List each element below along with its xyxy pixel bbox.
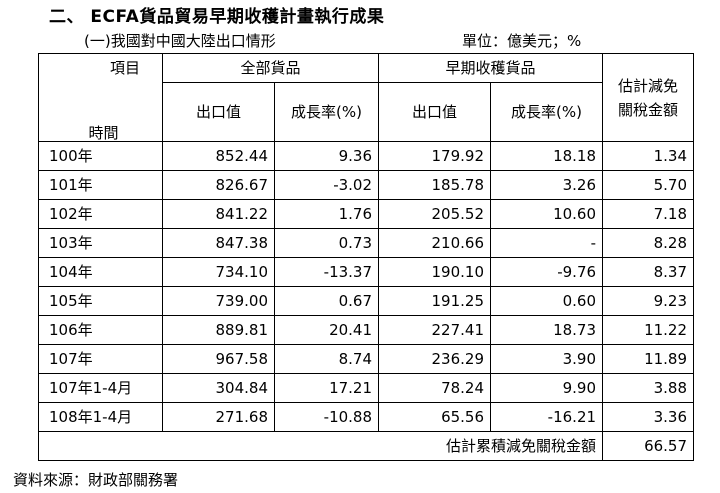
cell-year: 100年 — [38, 141, 163, 171]
cell-all-growth: 0.67 — [273, 286, 380, 316]
cell-all-export: 826.67 — [162, 170, 275, 200]
header-time: 時間 — [38, 82, 163, 142]
cell-all-export: 271.68 — [162, 402, 275, 432]
cell-early-growth: 10.60 — [490, 199, 604, 229]
cell-all-export: 889.81 — [162, 315, 275, 345]
header-row-columns: 時間 出口值 成長率(%) 出口值 成長率(%) — [38, 82, 694, 142]
cell-tax: 11.22 — [602, 315, 695, 345]
cell-tax: 3.88 — [602, 373, 695, 403]
cell-year: 108年1-4月 — [38, 402, 163, 432]
header-tax: 估計減免 關稅金額 — [602, 53, 695, 142]
cell-tax: 8.28 — [602, 228, 695, 258]
export-table: 項目 全部貨品 早期收穫貨品 估計減免 關稅金額 時間 出口值 成長率(%) 出… — [37, 53, 695, 461]
table-row: 103年 847.38 0.73 210.66-8.28 — [38, 228, 695, 258]
cell-tax: 3.36 — [602, 402, 695, 432]
cell-early-growth: 3.26 — [490, 170, 604, 200]
cell-early-export: 78.24 — [378, 373, 492, 403]
cell-early-export: 65.56 — [378, 402, 492, 432]
cell-tax: 9.23 — [602, 286, 695, 316]
total-row: 估計累積減免關稅金額 66.57 — [37, 431, 695, 461]
cell-year: 103年 — [38, 228, 163, 258]
cell-all-growth: -10.88 — [273, 402, 380, 432]
header-group-all: 全部貨品 — [161, 53, 380, 83]
table-row: 102年 841.22 1.76 205.52 10.60 7.18 — [38, 199, 695, 229]
cell-early-growth: -16.21 — [490, 402, 604, 432]
table-row: 101年 826.67 -3.02 185.78 3.26 5.70 — [38, 170, 695, 200]
cell-all-growth: 20.41 — [273, 315, 380, 345]
cell-early-growth: 3.90 — [490, 344, 604, 374]
cell-tax: 1.34 — [602, 141, 695, 171]
table-row: 100年 852.44 9.36 179.92 18.18 1.34 — [38, 141, 695, 171]
cell-year: 107年1-4月 — [38, 373, 163, 403]
cell-all-growth: 8.74 — [273, 344, 380, 374]
table-row: 107年 967.58 8.74 236.29 3.90 11.89 — [38, 344, 695, 374]
cell-year: 105年 — [38, 286, 163, 316]
cell-year: 107年 — [38, 344, 163, 374]
header-all-growth: 成長率(%) — [273, 82, 380, 142]
cell-early-export: 190.10 — [378, 257, 492, 287]
cell-early-export: 191.25 — [378, 286, 492, 316]
cell-all-growth: -13.37 — [273, 257, 380, 287]
table-row: 106年 889.81 20.41 227.41 18.73 11.22 — [38, 315, 695, 345]
cell-early-export: 179.92 — [378, 141, 492, 171]
header-early-export: 出口值 — [378, 82, 492, 142]
table-row: 108年1-4月 271.68 -10.88 65.56 -16.21 3.36 — [38, 402, 695, 432]
cell-early-export: 236.29 — [378, 344, 492, 374]
cell-all-growth: 17.21 — [273, 373, 380, 403]
cell-early-growth: 18.73 — [490, 315, 604, 345]
cell-all-export: 734.10 — [162, 257, 275, 287]
cell-all-export: 852.44 — [162, 141, 275, 171]
table-row: 107年1-4月 304.84 17.21 78.24 9.90 3.88 — [38, 373, 695, 403]
header-tax-line1: 估計減免 — [618, 76, 679, 95]
cell-early-growth: -9.76 — [490, 257, 604, 287]
cell-all-growth: 0.73 — [273, 228, 380, 258]
cell-all-export: 739.00 — [162, 286, 275, 316]
subsection-title: (一)我國對中國大陸出口情形 — [84, 32, 276, 50]
section-heading: 二、 ECFA貨品貿易早期收穫計畫執行成果 — [49, 7, 385, 27]
cell-year: 104年 — [38, 257, 163, 287]
cell-early-export: 210.66 — [378, 228, 492, 258]
header-early-growth: 成長率(%) — [490, 82, 604, 142]
cell-all-export: 304.84 — [162, 373, 275, 403]
cell-tax: 5.70 — [602, 170, 695, 200]
cell-year: 102年 — [38, 199, 163, 229]
header-item: 項目 — [38, 53, 163, 83]
cell-tax: 7.18 — [602, 199, 695, 229]
source-note: 資料來源：財政部關務署 — [13, 471, 179, 489]
header-tax-line2: 關稅金額 — [618, 100, 679, 119]
cell-all-export: 841.22 — [162, 199, 275, 229]
total-label: 估計累積減免關稅金額 — [37, 431, 604, 461]
cell-all-export: 967.58 — [162, 344, 275, 374]
cell-early-growth: - — [490, 228, 604, 258]
table-row: 104年 734.10 -13.37 190.10 -9.76 8.37 — [38, 257, 695, 287]
table-row: 105年 739.00 0.67 191.25 0.60 9.23 — [38, 286, 695, 316]
header-all-export: 出口值 — [162, 82, 275, 142]
header-group-early: 早期收穫貨品 — [378, 53, 604, 83]
header-row-groups: 項目 全部貨品 早期收穫貨品 估計減免 關稅金額 — [38, 53, 695, 142]
cell-year: 106年 — [38, 315, 163, 345]
unit-note: 單位：億美元；% — [462, 32, 582, 50]
cell-all-growth: 9.36 — [273, 141, 380, 171]
cell-year: 101年 — [38, 170, 163, 200]
cell-all-growth: -3.02 — [273, 170, 380, 200]
cell-tax: 8.37 — [602, 257, 695, 287]
cell-early-growth: 18.18 — [490, 141, 604, 171]
cell-all-growth: 1.76 — [273, 199, 380, 229]
cell-early-growth: 0.60 — [490, 286, 604, 316]
cell-tax: 11.89 — [602, 344, 695, 374]
cell-all-export: 847.38 — [162, 228, 275, 258]
total-value: 66.57 — [602, 431, 695, 461]
cell-early-growth: 9.90 — [490, 373, 604, 403]
cell-early-export: 205.52 — [378, 199, 492, 229]
cell-early-export: 185.78 — [378, 170, 492, 200]
cell-early-export: 227.41 — [378, 315, 492, 345]
